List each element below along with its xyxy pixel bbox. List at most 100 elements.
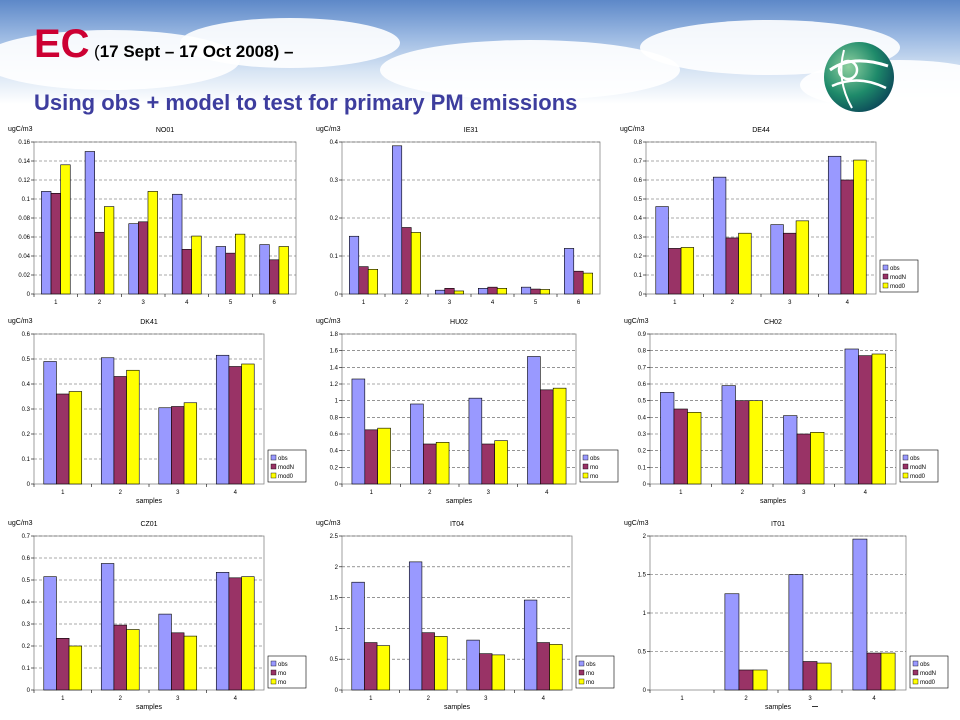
legend-swatch [270, 463, 277, 470]
bar-obs [351, 378, 366, 485]
bar-modN [725, 237, 739, 295]
x-tick-label: 1 [680, 696, 684, 702]
y-tick-label: 0 [643, 688, 647, 694]
y-tick-label: 0.4 [330, 140, 339, 146]
x-tick-label: 5 [229, 300, 233, 306]
bar-obs [41, 191, 52, 295]
bar-modN [840, 179, 854, 295]
x-tick-label: 4 [846, 300, 850, 306]
bar-mod0 [816, 662, 832, 691]
bar-obs [655, 206, 669, 295]
bar-modN [138, 221, 149, 295]
y-tick-label: 0.5 [330, 657, 339, 663]
x-tick-label: 3 [484, 696, 488, 702]
legend-swatch [578, 678, 585, 685]
cloud-decoration [380, 40, 680, 100]
bar-mod0 [795, 220, 810, 295]
x-tick-label: 4 [234, 696, 238, 702]
y-tick-label: 0.8 [634, 140, 643, 146]
bar-modN [113, 376, 127, 485]
globe-logo-icon [824, 42, 894, 112]
cloud-decoration [180, 18, 400, 68]
bar-modN [228, 577, 242, 691]
x-tick-label: 4 [491, 300, 495, 306]
bar-modN [673, 408, 688, 485]
y-tick-label: 1.8 [330, 332, 339, 338]
x-axis-label: samples [760, 498, 787, 505]
x-tick-label: 1 [369, 696, 373, 702]
bar-modN [802, 661, 818, 691]
bar-obs [724, 593, 740, 691]
bar-mod0 [410, 232, 421, 295]
y-tick-label: 0.2 [634, 254, 643, 260]
bar-modN [56, 393, 70, 485]
bar-mod0 [60, 164, 71, 295]
y-tick-label: 0.4 [330, 449, 339, 455]
y-tick-label: 0.1 [22, 197, 31, 203]
legend-swatch [912, 669, 919, 676]
bar-mod0 [434, 636, 448, 691]
y-tick-label: 1.6 [330, 349, 339, 355]
y-tick-label: 0.2 [22, 644, 31, 650]
legend-swatch [270, 678, 277, 685]
legend-swatch [882, 264, 889, 271]
x-tick-label: 6 [577, 300, 581, 306]
y-tick-label: 0.6 [22, 556, 31, 562]
bar-chart-dk41: DK41 ugC/m3 0 0.1 0.2 0.3 0.4 0.5 0.6 1 2 3 4 samples… [8, 318, 307, 505]
bar-obs [100, 563, 115, 691]
bar-obs [215, 354, 230, 485]
legend-label: mo [586, 680, 595, 686]
legend-label: mod0 [890, 284, 906, 290]
bar-modN [171, 406, 185, 485]
bar-obs [43, 361, 57, 485]
y-tick-label: 0.08 [18, 216, 30, 222]
legend-swatch [902, 472, 909, 479]
bar-modN [56, 638, 70, 691]
bar-modN [444, 288, 455, 295]
bar-mod0 [738, 232, 752, 295]
bar-chart-ch02: CH02 ugC/m3 0 0.1 0.2 0.3 0.4 0.5 0.6 0.7 0.8 0.9 1 2… [624, 318, 939, 505]
bar-mod0 [871, 353, 886, 485]
chart-panel-cz01: CZ01 ugC/m3 0 0.1 0.2 0.3 0.4 0.5 0.6 0.7 1 2 3 4 samp… [4, 514, 308, 719]
bar-obs [527, 356, 541, 485]
legend-swatch [582, 472, 589, 479]
y-tick-label: 0.5 [634, 197, 643, 203]
bar-mod0 [880, 652, 896, 691]
bar-obs [478, 288, 489, 295]
bar-mod0 [496, 288, 507, 295]
y-tick-label: 0.14 [18, 159, 30, 165]
bar-mod0 [191, 235, 202, 295]
bar-mod0 [748, 400, 763, 485]
bar-obs [564, 248, 575, 295]
x-tick-label: 2 [741, 490, 745, 496]
bar-mod0 [853, 159, 867, 295]
x-tick-label: 1 [673, 300, 677, 306]
bar-modN [225, 252, 236, 295]
bar-obs [172, 193, 183, 295]
y-tick-label: 0.5 [22, 357, 31, 363]
bar-obs [712, 176, 727, 295]
y-tick-label: 0.1 [330, 254, 339, 260]
y-tick-label: 0 [27, 482, 31, 488]
x-tick-label: 1 [54, 300, 58, 306]
bar-modN [866, 652, 882, 691]
y-axis-label: ugC/m3 [8, 126, 33, 133]
x-tick-label: 1 [61, 490, 65, 496]
bar-obs [827, 155, 842, 295]
bar-obs [435, 289, 446, 295]
x-axis-label: samples [446, 498, 473, 505]
legend-label: mo [278, 680, 287, 686]
y-tick-label: 0.6 [22, 332, 31, 338]
y-tick-label: 0.06 [18, 235, 30, 241]
legend-swatch [582, 454, 589, 461]
legend-label: obs [586, 662, 596, 668]
bar-obs [158, 613, 172, 691]
legend-label: modN [910, 465, 926, 471]
legend-swatch [578, 660, 585, 667]
legend-label: modN [890, 275, 906, 281]
bar-mod0 [126, 369, 140, 485]
bar-modN [364, 642, 378, 691]
x-tick-label: 4 [542, 696, 546, 702]
bar-mod0 [126, 629, 140, 691]
x-tick-label: 2 [119, 696, 123, 702]
